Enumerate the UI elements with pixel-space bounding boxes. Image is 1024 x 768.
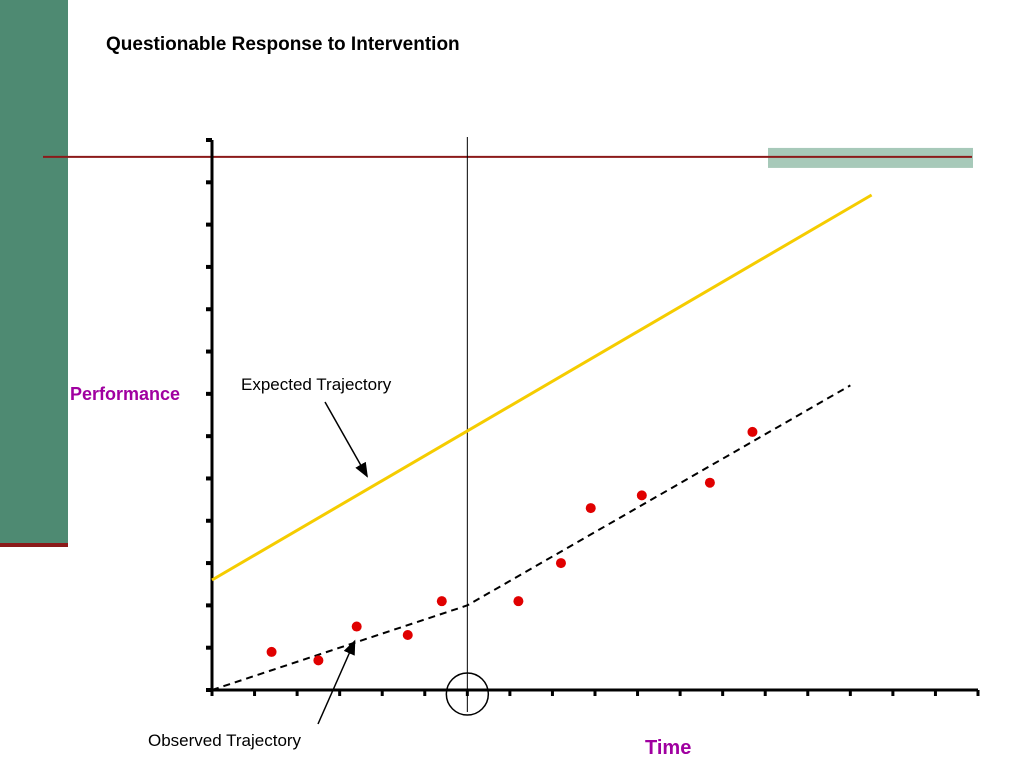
- expected-trajectory-line: [211, 193, 873, 582]
- side-accent-band: [0, 0, 68, 545]
- data-point: [747, 426, 758, 437]
- data-point: [402, 630, 413, 640]
- data-point: [555, 558, 566, 569]
- x-axis: [210, 688, 980, 696]
- data-point: [636, 490, 647, 501]
- side-accent-rule: [0, 543, 68, 547]
- data-point: [585, 503, 596, 514]
- observed-trajectory-arrow: [317, 639, 356, 725]
- series-layer: [211, 193, 873, 691]
- intervention-circle: [445, 672, 490, 716]
- y-axis: [206, 138, 214, 692]
- y-axis-label: Performance: [70, 384, 181, 404]
- data-point: [266, 646, 277, 657]
- x-axis-label: Time: [645, 737, 692, 759]
- data-point: [513, 596, 524, 607]
- data-point: [351, 621, 362, 632]
- data-point: [704, 477, 715, 488]
- data-point: [313, 655, 324, 666]
- observed-trajectory-label: Observed Trajectory: [148, 731, 302, 750]
- expected-trajectory-arrow: [324, 401, 368, 478]
- data-point: [436, 596, 447, 607]
- slide-title: Questionable Response to Intervention: [106, 34, 460, 55]
- expected-trajectory-label: Expected Trajectory: [241, 375, 392, 394]
- observed-trajectory-line: [211, 384, 851, 691]
